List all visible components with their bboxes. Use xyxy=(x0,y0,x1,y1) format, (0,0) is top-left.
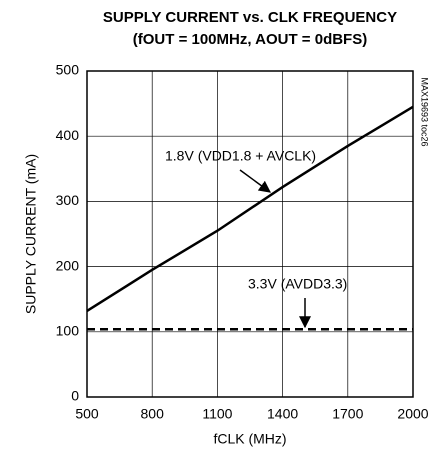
plot-frame xyxy=(86,70,414,398)
chart-title: SUPPLY CURRENT vs. CLK FREQUENCY xyxy=(103,9,397,26)
side-note: MAX19693 toc26 xyxy=(420,77,430,146)
x-tick-label: 1700 xyxy=(332,406,363,422)
x-tick-label: 1100 xyxy=(202,406,232,422)
x-tick-label: 800 xyxy=(141,406,165,422)
y-axis-label: SUPPLY CURRENT (mA) xyxy=(23,154,39,314)
x-tick-label: 500 xyxy=(75,406,99,422)
series-annotation: 3.3V (AVDD3.3) xyxy=(248,276,347,292)
y-tick-label: 200 xyxy=(56,257,80,273)
y-tick-label: 500 xyxy=(56,62,80,78)
series-line xyxy=(86,105,414,312)
y-tick-label: 0 xyxy=(71,388,79,404)
series-annotation: 1.8V (VDD1.8 + AVCLK) xyxy=(165,148,316,164)
x-tick-label: 1400 xyxy=(267,406,298,422)
y-tick-label: 400 xyxy=(56,127,80,143)
x-axis-label: fCLK (MHz) xyxy=(213,431,286,447)
arrow xyxy=(239,169,271,193)
x-tick-label: 2000 xyxy=(397,406,428,422)
y-tick-label: 100 xyxy=(56,323,80,339)
y-tick-label: 300 xyxy=(56,192,80,208)
chart-subtitle: (fOUT = 100MHz, AOUT = 0dBFS) xyxy=(133,31,367,48)
